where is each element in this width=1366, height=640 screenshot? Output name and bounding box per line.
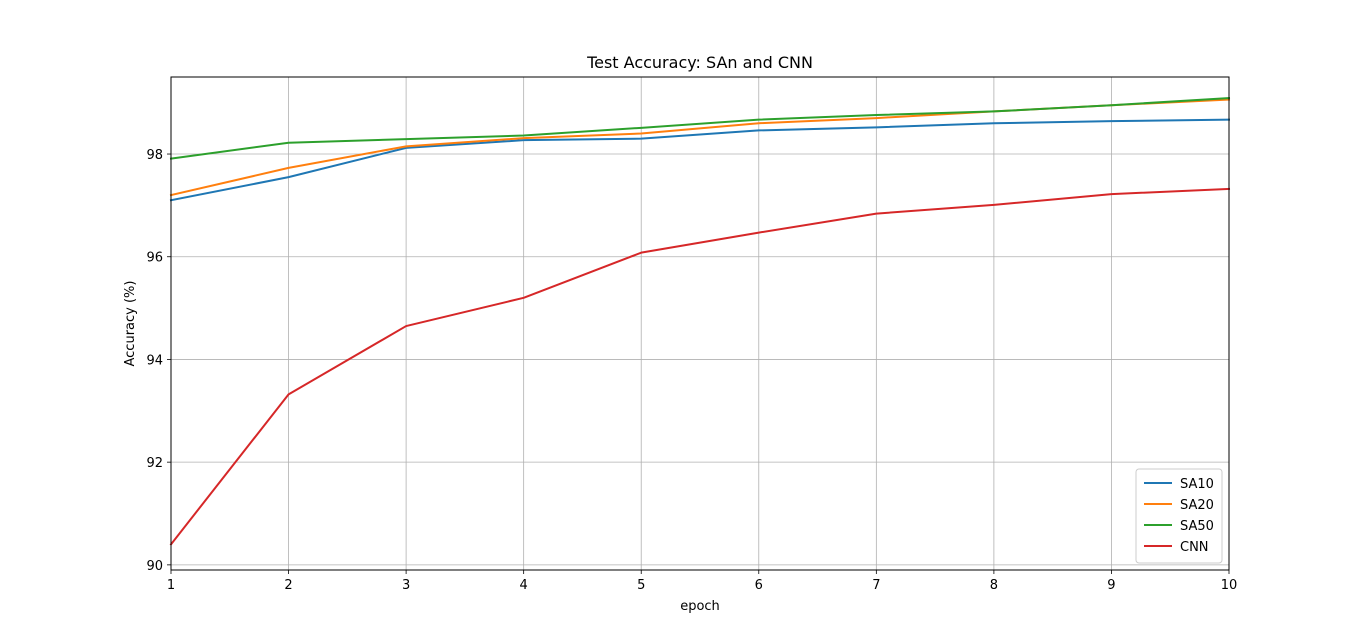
x-tick-label: 1: [167, 578, 175, 593]
legend-label-sa10: SA10: [1180, 477, 1214, 492]
legend-label-cnn: CNN: [1180, 540, 1209, 555]
chart-title: Test Accuracy: SAn and CNN: [586, 53, 813, 72]
x-tick-label: 2: [284, 578, 292, 593]
legend-label-sa20: SA20: [1180, 498, 1214, 513]
x-tick-label: 3: [402, 578, 410, 593]
legend-label-sa50: SA50: [1180, 519, 1214, 534]
series-lines: [169, 97, 1231, 546]
x-tick-label: 10: [1221, 578, 1238, 593]
legend: SA10 SA20 SA50 CNN: [1135, 468, 1223, 564]
axis-ticks: 1 2 3 4 5 6 7 8 9 10 90 92 94 96 98: [146, 148, 1237, 593]
legend-box: [1135, 468, 1223, 564]
x-tick-label: 8: [990, 578, 998, 593]
series-line-sa10: [169, 118, 1231, 202]
series-line-sa50: [169, 97, 1231, 160]
plot-area-frame: [170, 76, 1230, 571]
series-line-cnn: [169, 187, 1231, 546]
x-tick-label: 7: [872, 578, 880, 593]
x-axis-label: epoch: [680, 599, 720, 614]
x-tick-label: 4: [520, 578, 528, 593]
y-tick-label: 98: [146, 148, 163, 163]
series-line-sa20: [169, 98, 1231, 197]
grid: [170, 77, 1230, 570]
y-tick-label: 96: [146, 251, 163, 266]
y-tick-label: 94: [146, 353, 163, 368]
x-tick-label: 9: [1107, 578, 1115, 593]
y-tick-label: 90: [146, 559, 163, 574]
y-tick-label: 92: [146, 456, 163, 471]
x-tick-label: 5: [637, 578, 645, 593]
y-axis-label: Accuracy (%): [123, 281, 138, 367]
x-tick-label: 6: [755, 578, 763, 593]
